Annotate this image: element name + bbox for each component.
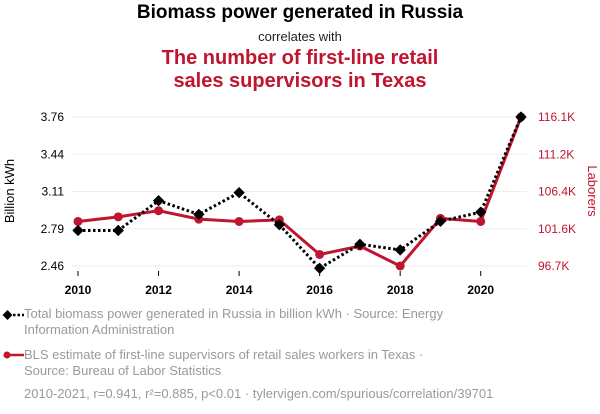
x-tick-label: 2018 <box>387 283 414 297</box>
point-biomass <box>72 224 84 237</box>
y-tick-right: 111.2K <box>538 147 574 161</box>
legend-entry-biomass: Total biomass power generated in Russia … <box>2 306 584 338</box>
point-supervisors <box>113 212 123 222</box>
y-tick-left: 2.79 <box>41 222 65 236</box>
y-tick-left: 2.46 <box>41 259 65 273</box>
point-biomass <box>515 111 527 123</box>
legend-marker-supervisors <box>3 351 24 359</box>
x-tick-label: 2010 <box>65 283 92 297</box>
x-tick-label: 2012 <box>145 283 172 297</box>
point-supervisors <box>476 216 486 226</box>
legend-text-biomass-line1: Total biomass power generated in Russia … <box>24 306 444 321</box>
y-tick-left: 3.44 <box>41 147 65 161</box>
point-biomass <box>152 195 165 207</box>
point-supervisors <box>234 216 244 226</box>
point-biomass <box>233 186 245 199</box>
series-line-supervisors <box>77 116 523 268</box>
legend-marker-biomass <box>2 310 24 320</box>
y-axis-label-left: Billion kWh <box>2 159 17 223</box>
x-tick-label: 2016 <box>306 283 333 297</box>
chart-title-secondary-line1: The number of first-line retail <box>161 47 439 69</box>
y-tick-right: 106.4K <box>538 185 576 199</box>
point-supervisors <box>154 206 164 216</box>
y-tick-right: 96.7K <box>538 259 569 273</box>
x-tick-label: 2020 <box>467 283 494 297</box>
chart-title-secondary-line2: sales supervisors in Texas <box>173 70 427 92</box>
x-tick-label: 2014 <box>226 283 253 297</box>
point-biomass <box>354 238 366 250</box>
chart-title-secondary: The number of first-line retail sales su… <box>0 47 600 93</box>
point-supervisors <box>315 249 325 259</box>
point-biomass <box>394 244 406 256</box>
point-supervisors <box>73 216 83 226</box>
point-biomass <box>475 206 487 218</box>
point-biomass <box>193 208 205 221</box>
legend-entry-supervisors: BLS estimate of first-line supervisors o… <box>3 347 584 379</box>
y-tick-left: 3.11 <box>42 185 65 199</box>
chart-title: Biomass power generated in Russia <box>136 2 464 23</box>
y-tick-left: 3.76 <box>41 110 65 124</box>
series-line-biomass <box>78 116 523 271</box>
chart-plot: 3.76 3.44 3.11 2.79 2.46 116.1K 111.2K 106.4K 10… <box>2 110 600 297</box>
legend-text-supervisors-line2: Source: Bureau of Labor Statistics <box>24 363 222 378</box>
y-axis-label-right: Laborers <box>585 165 600 217</box>
y-tick-right: 116.1K <box>538 110 575 124</box>
legend-text-supervisors-line1: BLS estimate of first-line supervisors o… <box>24 347 424 362</box>
legend-text-biomass-line2: Information Administration <box>24 322 175 337</box>
point-biomass <box>313 262 326 274</box>
point-biomass <box>434 215 447 227</box>
point-biomass <box>273 219 286 231</box>
y-tick-right: 101.6K <box>538 222 576 236</box>
chart-footer: 2010-2021, r=0.941, r²=0.885, p<0.01 · t… <box>24 386 494 401</box>
chart-subtitle: correlates with <box>258 29 342 44</box>
point-supervisors <box>395 261 405 271</box>
